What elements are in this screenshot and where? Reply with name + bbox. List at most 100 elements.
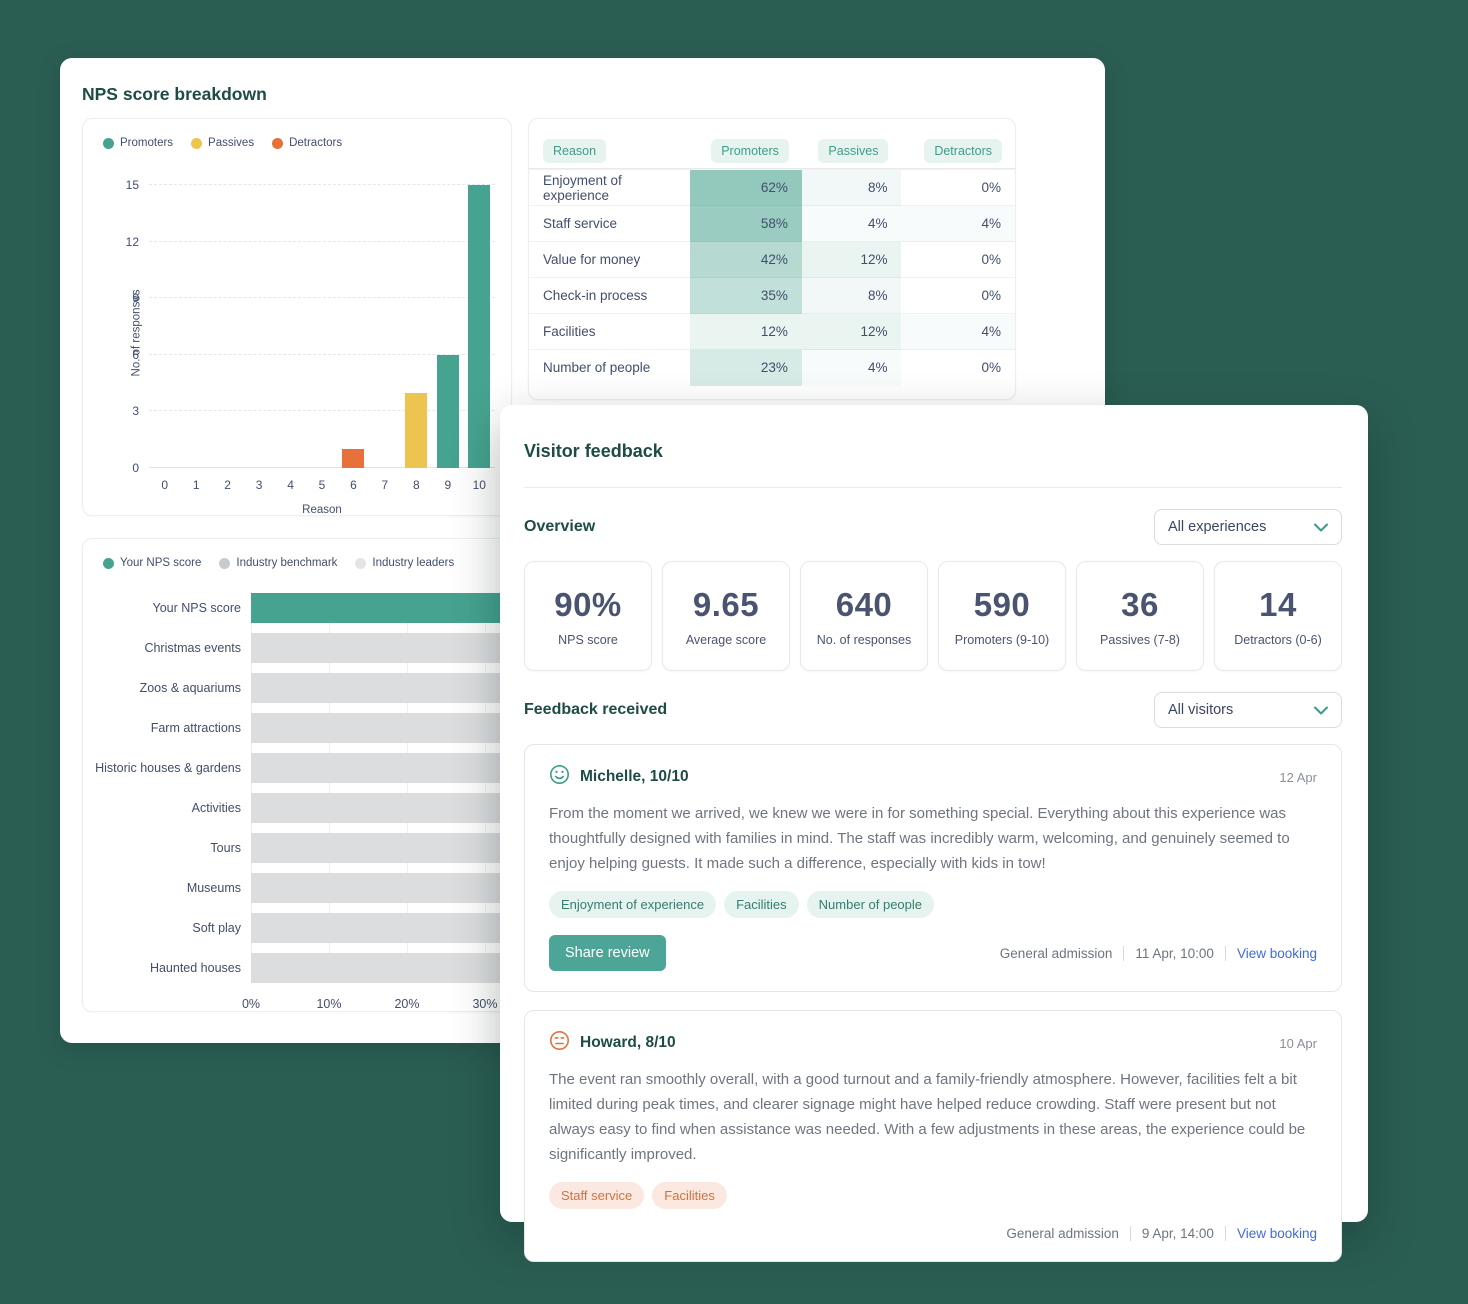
stat-label: Average score (685, 632, 767, 647)
stat-card: 14 Detractors (0-6) (1214, 561, 1342, 671)
legend-label: Promoters (120, 137, 174, 149)
x-axis-tick: 1 (192, 478, 200, 492)
benchmark-bar-chart: Your NPS score Industry benchmark Industry… (82, 538, 513, 1012)
x-axis-tick: 8 (413, 478, 420, 492)
feedback-item-footer-row: Share review General admission 11 Apr, 10:… (549, 935, 1317, 971)
legend-dot-icon (219, 557, 231, 569)
promoters-cell: 42% (690, 241, 802, 278)
promoters-cell: 62% (690, 169, 802, 206)
feedback-card-title: Visitor feedback (524, 441, 663, 461)
passives-cell: 8% (801, 169, 902, 206)
feedback-header-row: Feedback received All visitors (524, 692, 1342, 728)
overview-header-row: Overview All experiences (524, 509, 1342, 545)
review-text: The event ran smoothly overall, with a g… (549, 1071, 1306, 1163)
reviewer-name-score: Howard, 8/10 (580, 1034, 676, 1051)
passives-cell: 4% (801, 205, 902, 242)
gridline (149, 184, 495, 185)
detractors-cell: 4% (901, 313, 1015, 350)
gridline (407, 593, 408, 983)
view-booking-link[interactable]: View booking (1236, 945, 1317, 961)
x-axis-tick: 20% (394, 997, 420, 1011)
experiences-filter-value: All experiences (1168, 519, 1267, 535)
detractors-cell: 0% (981, 179, 1001, 195)
promoters-cell: 23% (690, 349, 802, 386)
passives-cell: 8% (801, 277, 902, 314)
x-axis-tick: 9 (444, 478, 452, 492)
overview-stats-row: 90% NPS score 9.65 Average score 640 No. of r… (524, 561, 1342, 671)
bar-promoters (468, 185, 491, 468)
table-header-row: Reason Promoters Passives Detractors (529, 133, 1015, 169)
table-header-cell: Detractors (901, 138, 1015, 163)
legend-item: Industry benchmark (219, 557, 337, 569)
visitor-feedback-card: Visitor feedback Overview All experience… (500, 405, 1368, 1262)
review-tags-row: Enjoyment of experience Facilities Number … (549, 891, 1317, 918)
gridline (329, 593, 330, 983)
reviewer-name-score: Michelle, 10/10 (580, 768, 689, 785)
responses-chart-legend: Promoters Passives Detractors (103, 137, 342, 149)
stat-label: No. of responses (816, 632, 912, 647)
neutral-face-icon (550, 1031, 569, 1050)
stat-label: Passives (7-8) (1100, 632, 1180, 647)
legend-item: Your NPS score (103, 557, 201, 569)
category-label: Farm attractions (150, 721, 241, 735)
experiences-filter-select[interactable]: All experiences (1154, 509, 1342, 545)
stat-card: 590 Promoters (9-10) (938, 561, 1066, 671)
legend-item: Passives (191, 137, 254, 149)
y-axis-tick: 3 (132, 404, 139, 419)
passives-cell: 12% (801, 313, 902, 350)
mood-icon-wrap (549, 764, 570, 790)
x-axis-tick: 10% (316, 997, 342, 1011)
reason-cell: Value for money (543, 252, 641, 267)
view-booking-link[interactable]: View booking (1236, 1226, 1317, 1241)
reason-cell: Check-in process (543, 288, 648, 303)
feedback-tag: Facilities (652, 1182, 727, 1209)
gridline (149, 240, 495, 242)
feedback-items-list: Michelle, 10/10 12 Apr From the moment we … (524, 744, 1342, 1262)
legend-dot-icon (103, 557, 114, 569)
stat-label: Promoters (9-10) (954, 632, 1050, 647)
legend-label: Industry leaders (372, 557, 455, 569)
x-axis-tick: 0% (241, 997, 261, 1011)
table-row: Number of people 23% 4% 0% (529, 349, 1015, 386)
table-header-cell: Passives (802, 138, 902, 163)
stat-label: Detractors (0-6) (1234, 632, 1322, 647)
gridline (251, 593, 252, 983)
reason-cell: Staff service (543, 216, 618, 231)
legend-dot-icon (355, 557, 367, 569)
x-axis-tick: 30% (472, 997, 498, 1011)
review-text: From the moment we arrived, we knew we w… (549, 805, 1290, 872)
legend-dot-icon (103, 137, 114, 149)
reason-cell: Number of people (543, 360, 651, 375)
bar-industry-benchmark (251, 633, 513, 663)
legend-label: Industry benchmark (236, 557, 338, 569)
gridline (149, 467, 495, 468)
passives-cell: 4% (801, 349, 902, 386)
feedback-tag: Facilities (724, 891, 799, 918)
nps-reasons-table: Reason Promoters Passives Detractors Enjoyme… (529, 133, 1015, 386)
stat-card: 640 No. of responses (800, 561, 928, 671)
legend-item: Industry leaders (355, 557, 454, 569)
divider (1224, 945, 1226, 961)
y-axis-tick: 12 (125, 234, 139, 249)
legend-label: Detractors (289, 137, 343, 149)
feedback-heading: Feedback received (524, 701, 668, 718)
bar-industry-benchmark (251, 753, 513, 783)
bar-industry-benchmark (251, 673, 513, 703)
feedback-item: Michelle, 10/10 12 Apr From the moment we … (524, 744, 1342, 992)
category-label: Zoos & aquariums (139, 681, 241, 695)
visitors-filter-value: All visitors (1168, 702, 1234, 718)
x-axis-tick: 6 (350, 478, 357, 492)
category-label: Christmas events (144, 641, 241, 655)
benchmark-chart-plot: 0% 10% 20% 30% Your NPS score Christmas event… (95, 593, 513, 1011)
visitors-filter-select[interactable]: All visitors (1154, 692, 1342, 728)
stat-label: NPS score (558, 632, 618, 647)
y-axis-tick: 0 (132, 461, 139, 475)
booking-datetime: 11 Apr, 10:00 (1135, 945, 1214, 961)
share-review-button[interactable]: Share review (549, 935, 666, 971)
legend-item: Detractors (272, 137, 342, 149)
detractors-cell: 0% (981, 251, 1001, 267)
category-label: Museums (186, 881, 241, 895)
booking-experience: General admission (1006, 1226, 1119, 1241)
table-row: Enjoyment of experience 62% 8% 0% (529, 169, 1015, 206)
nps-card-title: NPS score breakdown (82, 84, 267, 104)
